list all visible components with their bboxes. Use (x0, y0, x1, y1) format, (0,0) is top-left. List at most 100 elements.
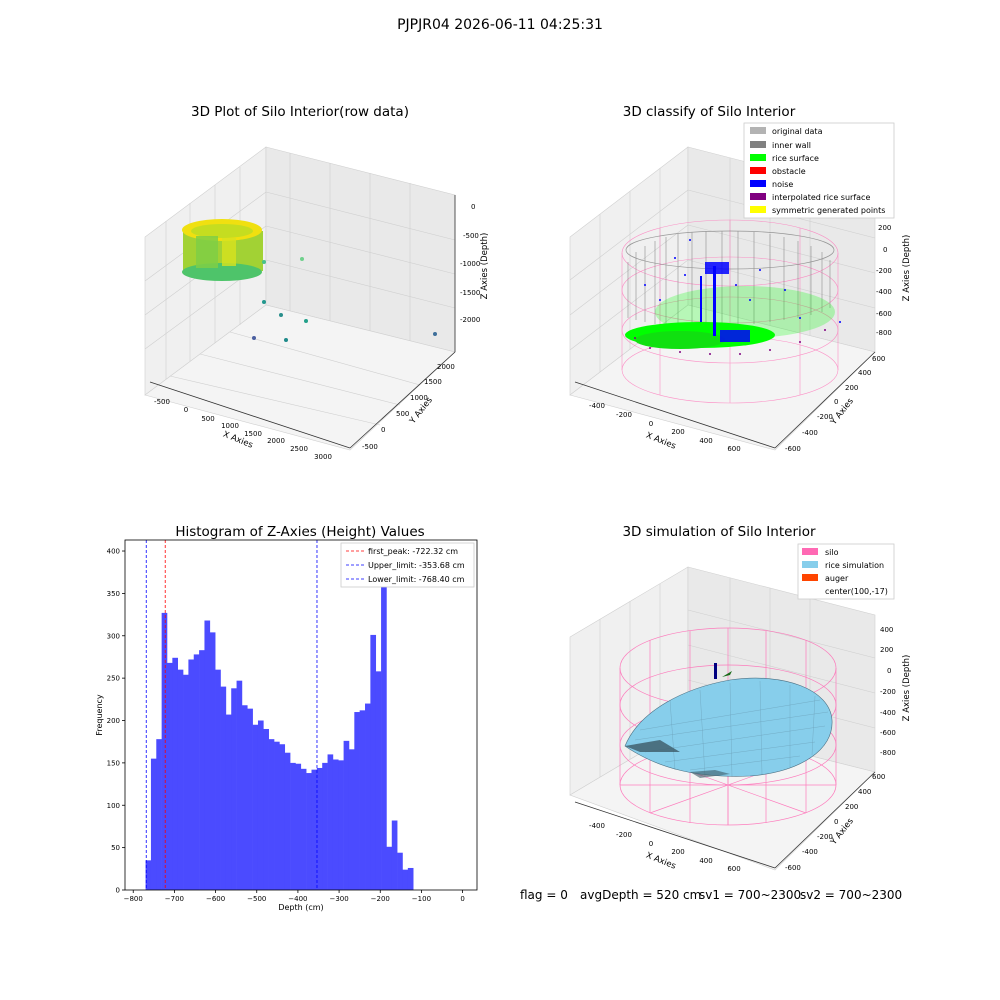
histogram-bar (236, 680, 243, 890)
histogram-y-tick: 50 (111, 844, 120, 852)
classify-z-label: Z Axies (Depth) (902, 235, 912, 302)
z-tick: 0 (887, 667, 891, 675)
histogram-bar (343, 740, 350, 890)
z-tick: 400 (880, 626, 893, 634)
raw-x-ticks: -500 0 500 1000 1500 2000 2500 3000 (154, 398, 332, 461)
x-tick: 400 (699, 857, 712, 865)
z-tick: -200 (876, 267, 892, 275)
simulation-3d-plot: -400 -200 0 200 400 600 600 400 200 0 -2… (569, 543, 912, 873)
histogram-bar (268, 739, 275, 890)
histogram-bar (359, 710, 366, 890)
histogram-bar (322, 762, 328, 890)
histogram-bar (290, 762, 296, 890)
histogram-bar (231, 688, 237, 890)
histogram-bar (402, 869, 409, 890)
histogram-bar (199, 650, 205, 890)
classify-noise (644, 239, 841, 342)
x-tick: 1500 (244, 430, 262, 438)
raw-silo-cloud (182, 219, 263, 281)
y-tick: -400 (802, 848, 818, 856)
y-tick: 500 (396, 410, 409, 418)
histogram-bar (257, 720, 264, 890)
simulation-rice-shadow (625, 740, 680, 752)
histogram-x-tick: −100 (412, 895, 431, 903)
histogram-y-tick: 300 (107, 632, 120, 640)
x-tick: -200 (616, 411, 632, 419)
histogram-bar (161, 612, 168, 890)
histogram-bars (145, 556, 414, 890)
histogram-bar (220, 686, 227, 890)
x-tick: 0 (649, 420, 653, 428)
histogram-x-tick: −800 (124, 895, 143, 903)
histogram-bar (306, 773, 312, 890)
y-tick: -500 (362, 443, 378, 451)
y-tick: 1000 (410, 394, 428, 402)
histogram-bar (150, 758, 157, 890)
histogram-bar (381, 556, 387, 890)
y-tick: 400 (858, 369, 871, 377)
histogram-bar (188, 659, 195, 890)
histogram-y-tick: 400 (107, 548, 120, 556)
histogram-bar (295, 763, 302, 890)
simulation-y-label: Y Axies (828, 816, 856, 848)
classify-inner-wall (625, 230, 835, 327)
histogram-bar (225, 714, 232, 890)
histogram-bar (252, 724, 259, 890)
histogram-bar (365, 703, 371, 890)
histogram-lines (145, 540, 318, 890)
simulation-title: 3D simulation of Silo Interior (622, 524, 816, 540)
histogram-y-tick: 250 (107, 675, 120, 683)
x-tick: -400 (589, 402, 605, 410)
x-tick: 0 (184, 406, 188, 414)
classify-legend: original data inner wall rice surface ob… (743, 122, 895, 219)
x-tick: 0 (649, 840, 653, 848)
histogram-bar (172, 657, 178, 890)
z-tick: -600 (880, 729, 896, 737)
histogram-bar (156, 739, 162, 890)
classify-title: 3D classify of Silo Interior (622, 104, 796, 120)
z-tick: 0 (883, 246, 887, 254)
y-tick: -400 (802, 429, 818, 437)
legend-rice-simulation: rice simulation (825, 561, 884, 570)
histogram-bar (284, 752, 291, 890)
histogram-x-tick: 0 (460, 895, 464, 903)
legend-obstacle: obstacle (772, 167, 806, 176)
histogram-x-tick: −300 (329, 895, 348, 903)
legend-rice-surface: rice surface (772, 154, 819, 163)
histogram-y-tick: 350 (107, 590, 120, 598)
histogram-bar (354, 712, 360, 890)
histogram-x-ticks: −800 −700 −600 −500 −400 −300 −200 −100 0 (124, 890, 465, 903)
x-tick: 200 (671, 428, 684, 436)
legend-lower-limit: Lower_limit: -768.40 cm (368, 575, 465, 584)
x-tick: 500 (201, 415, 214, 423)
x-tick: 3000 (314, 453, 332, 461)
raw-z-ticks: 0 -500 -1000 -1500 -2000 (460, 203, 480, 324)
legend-auger: auger (825, 574, 849, 583)
z-tick: -2000 (460, 316, 480, 324)
histogram-bar (183, 674, 189, 890)
x-tick: 2500 (290, 445, 308, 453)
histogram-bar (145, 860, 152, 890)
classify-interpolated (634, 329, 826, 355)
legend-symmetric: symmetric generated points (772, 206, 885, 215)
status-sv2: sv2 = 700~2300 (800, 888, 903, 902)
histogram-plot: −800 −700 −600 −500 −400 −300 −200 −100 0 0 50 100… (95, 539, 478, 912)
histogram-bar (300, 768, 307, 890)
legend-first-peak: first_peak: -722.32 cm (368, 547, 458, 556)
histogram-y-tick: 150 (107, 759, 120, 767)
y-tick: 1500 (424, 378, 442, 386)
status-avg-depth: avgDepth = 520 cm (580, 888, 702, 902)
histogram-x-tick: −400 (288, 895, 307, 903)
histogram-bar (311, 769, 318, 890)
histogram-bar (338, 760, 344, 890)
y-tick: 600 (872, 355, 885, 363)
histogram-bar (386, 846, 393, 890)
histogram-bar (204, 620, 211, 890)
legend-silo: silo (825, 548, 839, 557)
histogram-title: Histogram of Z-Axies (Height) Values (175, 524, 425, 540)
histogram-bar (327, 754, 334, 890)
z-tick: -1500 (460, 289, 480, 297)
y-tick: 600 (872, 773, 885, 781)
y-tick: 200 (845, 384, 858, 392)
histogram-bar (397, 852, 403, 890)
